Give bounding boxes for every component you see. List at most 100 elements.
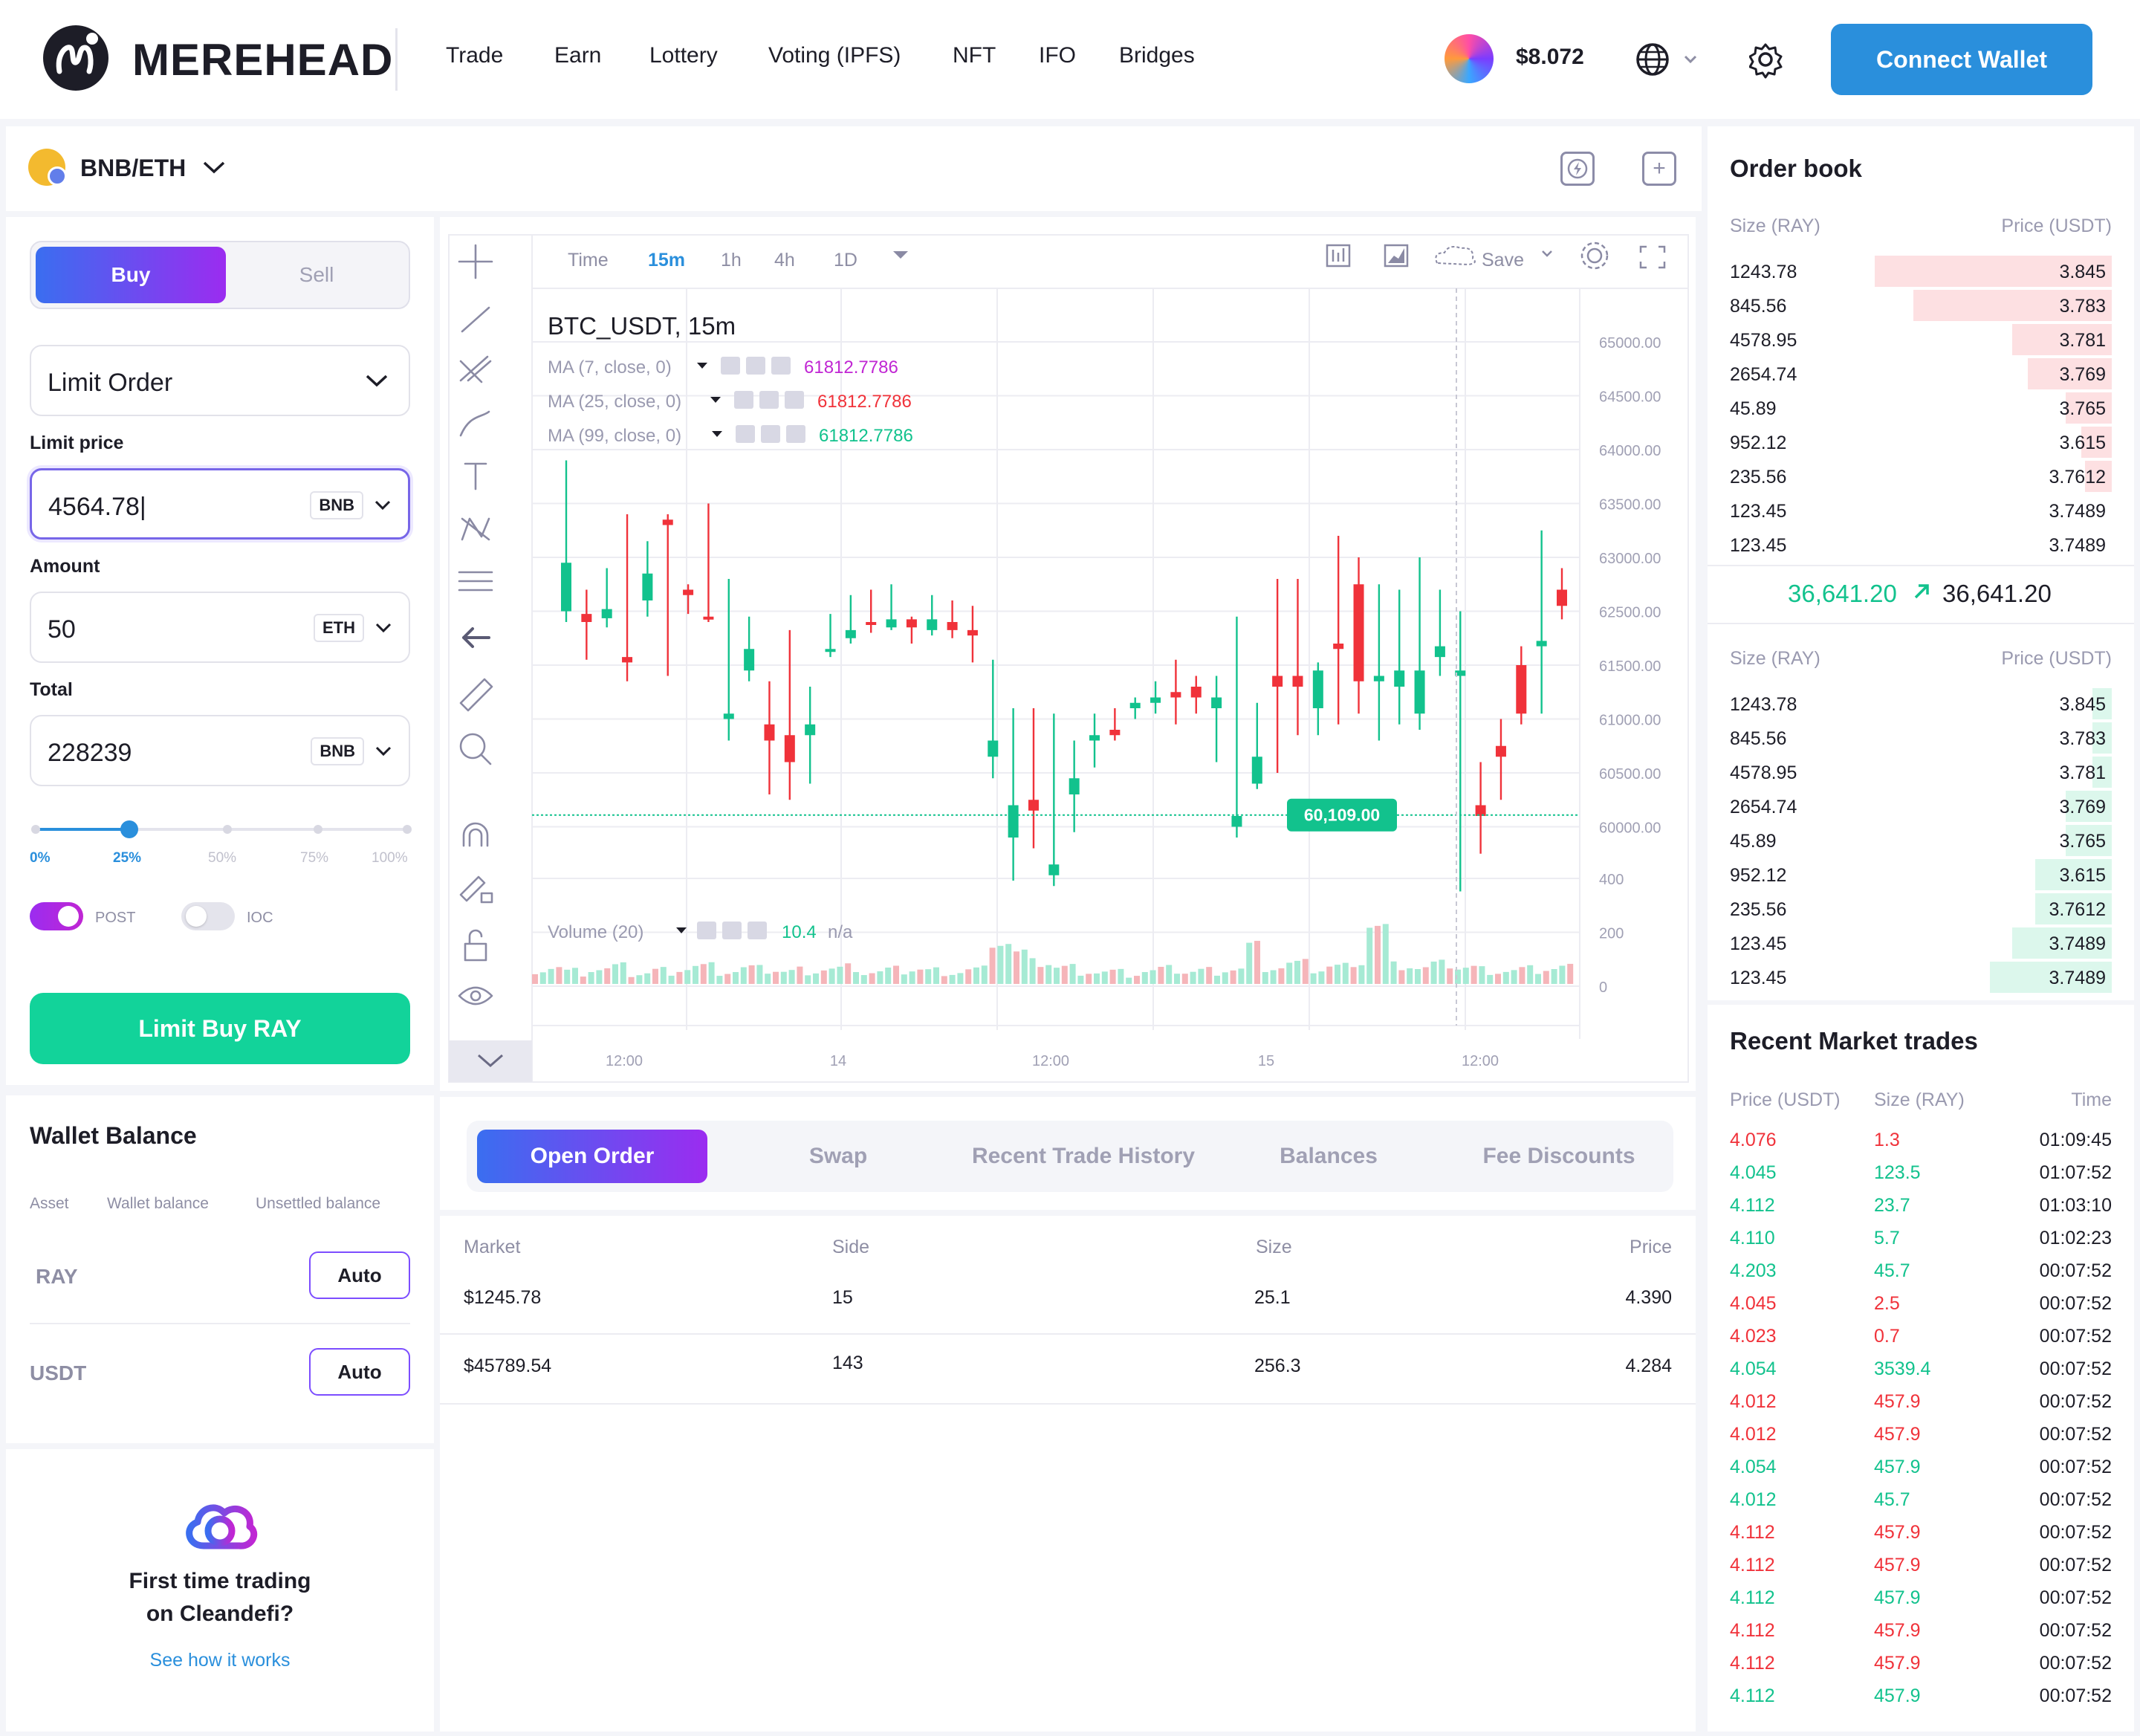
trade-row[interactable]: 4.054 3539.4 00:07:52: [1730, 1358, 2112, 1391]
nav-ifo[interactable]: IFO: [1039, 43, 1076, 68]
ruler-icon[interactable]: [459, 678, 493, 712]
trade-row[interactable]: 4.012 457.9 00:07:52: [1730, 1391, 2112, 1424]
slider-step[interactable]: [314, 825, 322, 834]
slider-step[interactable]: [403, 825, 412, 834]
nav-lottery[interactable]: Lottery: [649, 43, 718, 68]
pitchfork-icon[interactable]: [459, 355, 492, 383]
connect-wallet-button[interactable]: Connect Wallet: [1831, 24, 2092, 95]
how-it-works-link[interactable]: See how it works: [149, 1650, 291, 1671]
brush-icon[interactable]: [459, 410, 490, 437]
trade-row[interactable]: 4.110 5.7 01:02:23: [1730, 1228, 2112, 1260]
bid-row[interactable]: 1243.78 3.845: [1730, 688, 2112, 722]
ask-row[interactable]: 952.12 3.615: [1730, 427, 2112, 461]
arrow-left-icon[interactable]: [462, 627, 490, 648]
order-type-select[interactable]: Limit Order: [30, 345, 410, 416]
table-row[interactable]: $45789.54 143 256.3 4.284: [440, 1353, 1696, 1400]
add-icon[interactable]: +: [1642, 152, 1676, 186]
tab-open-order[interactable]: Open Order: [477, 1130, 707, 1183]
nav-bridges[interactable]: Bridges: [1119, 43, 1195, 68]
bid-row[interactable]: 45.89 3.765: [1730, 825, 2112, 859]
ask-row[interactable]: 45.89 3.765: [1730, 392, 2112, 427]
trade-row[interactable]: 4.045 2.5 00:07:52: [1730, 1293, 2112, 1326]
trade-row[interactable]: 4.012 457.9 00:07:52: [1730, 1424, 2112, 1457]
tab-recent-trade-history[interactable]: Recent Trade History: [971, 1144, 1196, 1168]
percent-label[interactable]: 0%: [30, 850, 51, 866]
trade-row[interactable]: 4.203 45.7 00:07:52: [1730, 1260, 2112, 1293]
bid-row[interactable]: 123.45 3.7489: [1730, 962, 2112, 996]
trade-row[interactable]: 4.012 45.7 00:07:52: [1730, 1489, 2112, 1522]
trade-row[interactable]: 4.112 457.9 00:07:52: [1730, 1587, 2112, 1620]
ask-row[interactable]: 845.56 3.783: [1730, 290, 2112, 324]
text-icon[interactable]: [464, 462, 487, 490]
auto-settle-button[interactable]: Auto: [309, 1348, 410, 1396]
lock-drawing-icon[interactable]: [459, 875, 493, 904]
timeframe-15m[interactable]: 15m: [648, 250, 686, 271]
ask-row[interactable]: 235.56 3.7612: [1730, 461, 2112, 495]
percent-label[interactable]: 25%: [113, 850, 142, 866]
amount-slider-track[interactable]: [34, 828, 409, 831]
zoom-in-icon[interactable]: [459, 733, 492, 765]
ioc-toggle[interactable]: [181, 902, 235, 930]
percent-label[interactable]: 75%: [300, 850, 329, 866]
auto-settle-button[interactable]: Auto: [309, 1251, 410, 1299]
slider-step[interactable]: [223, 825, 232, 834]
trade-row[interactable]: 4.112 457.9 00:07:52: [1730, 1685, 2112, 1718]
trade-row[interactable]: 4.112 457.9 00:07:52: [1730, 1653, 2112, 1685]
brand-logo-icon[interactable]: [43, 25, 108, 91]
trade-row[interactable]: 4.054 457.9 00:07:52: [1730, 1457, 2112, 1489]
flash-icon[interactable]: [1560, 152, 1595, 186]
trade-row[interactable]: 4.112 457.9 00:07:52: [1730, 1620, 2112, 1653]
trade-row[interactable]: 4.112 23.7 01:03:10: [1730, 1195, 2112, 1228]
language-selector[interactable]: [1635, 43, 1709, 82]
tab-fee-discounts[interactable]: Fee Discounts: [1482, 1144, 1635, 1168]
total-unit[interactable]: BNB: [311, 737, 364, 765]
bid-row[interactable]: 2654.74 3.769: [1730, 791, 2112, 825]
nav-voting[interactable]: Voting (IPFS): [768, 43, 901, 68]
timeframe-1d[interactable]: 1D: [834, 250, 857, 271]
amount-unit[interactable]: ETH: [314, 614, 364, 642]
bid-row[interactable]: 952.12 3.615: [1730, 859, 2112, 893]
amount-slider-handle[interactable]: [120, 820, 138, 838]
percent-label[interactable]: 100%: [372, 850, 408, 866]
table-row[interactable]: $1245.78 15 25.1 4.390: [440, 1287, 1696, 1332]
amount-input[interactable]: 50 ETH: [30, 592, 410, 663]
tab-balances[interactable]: Balances: [1280, 1144, 1378, 1168]
bid-row[interactable]: 123.45 3.7489: [1730, 927, 2112, 962]
limit-price-unit[interactable]: BNB: [310, 491, 363, 519]
total-input[interactable]: 228239 BNB: [30, 715, 410, 786]
ask-row[interactable]: 123.45 3.7489: [1730, 495, 2112, 529]
bid-row[interactable]: 4578.95 3.781: [1730, 757, 2112, 791]
unlock-icon[interactable]: [464, 929, 487, 962]
bid-row[interactable]: 235.56 3.7612: [1730, 893, 2112, 927]
ask-row[interactable]: 1243.78 3.845: [1730, 256, 2112, 290]
brand-name[interactable]: MEREHEAD: [132, 35, 394, 85]
save-button[interactable]: Save: [1482, 250, 1524, 271]
timeframe-time[interactable]: Time: [568, 250, 609, 271]
post-toggle[interactable]: [30, 902, 83, 930]
timeframe-1h[interactable]: 1h: [721, 250, 742, 271]
bid-row[interactable]: 845.56 3.783: [1730, 722, 2112, 757]
eye-icon[interactable]: [458, 986, 493, 1005]
trade-row[interactable]: 4.076 1.3 01:09:45: [1730, 1130, 2112, 1162]
limit-price-input[interactable]: 4564.78| BNB: [30, 468, 410, 540]
trend-line-icon[interactable]: [461, 306, 490, 333]
timeframe-4h[interactable]: 4h: [774, 250, 795, 271]
ask-row[interactable]: 2654.74 3.769: [1730, 358, 2112, 392]
percent-label[interactable]: 50%: [208, 850, 237, 866]
trade-row[interactable]: 4.023 0.7 00:07:52: [1730, 1326, 2112, 1358]
crosshair-icon[interactable]: [458, 244, 493, 279]
pair-selector[interactable]: BNB/ETH: [80, 155, 227, 182]
sell-tab[interactable]: Sell: [299, 263, 334, 286]
ask-row[interactable]: 123.45 3.7489: [1730, 529, 2112, 563]
buy-tab[interactable]: Buy: [36, 247, 226, 303]
price-chart[interactable]: 65000.00 64500.00 64000.00 63500.00 63000.00…: [440, 217, 1696, 1091]
trade-row[interactable]: 4.112 457.9 00:07:52: [1730, 1522, 2112, 1555]
tab-swap[interactable]: Swap: [808, 1144, 868, 1168]
limit-buy-button[interactable]: Limit Buy RAY: [30, 993, 410, 1064]
nav-nft[interactable]: NFT: [953, 43, 996, 68]
trade-row[interactable]: 4.112 457.9 00:07:52: [1730, 1555, 2112, 1587]
settings-gear-icon[interactable]: [1748, 43, 1785, 82]
pattern-icon[interactable]: [461, 517, 490, 541]
trade-row[interactable]: 4.045 123.5 01:07:52: [1730, 1162, 2112, 1195]
magnet-icon[interactable]: [462, 822, 489, 847]
